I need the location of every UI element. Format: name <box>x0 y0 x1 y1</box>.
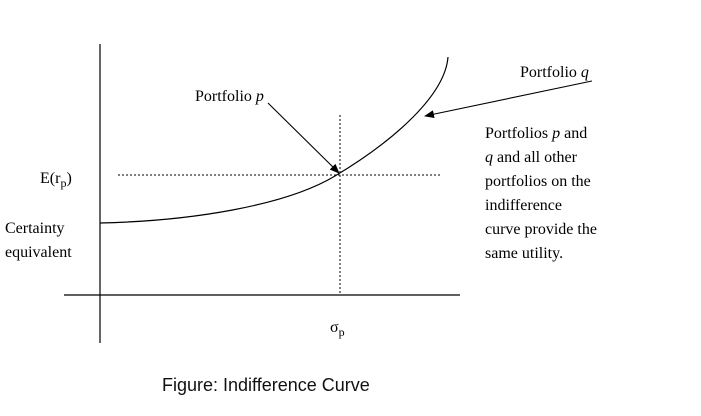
figure-caption: Figure: Indifference Curve <box>162 375 370 395</box>
indifference-curve <box>99 56 449 224</box>
certainty-equivalent-label: Certainty equivalent <box>5 220 72 261</box>
sigma-p-label: σp <box>330 319 345 339</box>
expected-return-label: E(rp) <box>40 170 72 190</box>
portfolio-q-arrow <box>424 80 593 119</box>
same-utility-note: Portfolios p and q and all other portfol… <box>485 125 601 262</box>
portfolio-p-arrow <box>267 102 340 174</box>
portfolio-q-label: Portfolio q <box>520 64 589 81</box>
portfolio-p-label: Portfolio p <box>195 88 264 105</box>
